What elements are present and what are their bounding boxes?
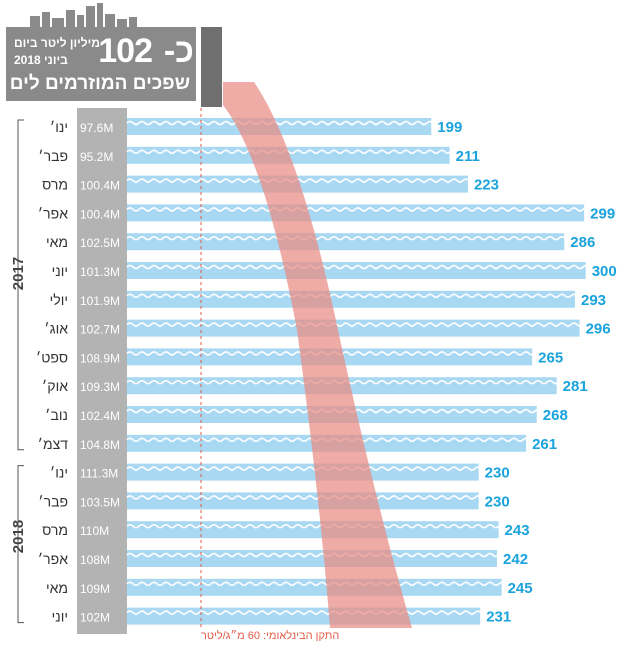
value-label: 281 <box>563 378 588 395</box>
bar-wave <box>126 466 483 471</box>
outfall-pipe <box>201 27 222 107</box>
month-column <box>77 108 127 634</box>
standard-footnote: התקן הבינלאומי: 60 מ״ג/ליטר <box>201 630 340 642</box>
volume-label: 103.5M <box>80 495 120 509</box>
volume-label: 104.8M <box>80 438 120 452</box>
bar <box>127 262 586 279</box>
value-label: 261 <box>532 436 557 453</box>
bar <box>127 319 580 337</box>
value-label: 231 <box>486 609 511 626</box>
header-line1: מיליון ליטר ביום <box>14 36 100 50</box>
bar <box>127 550 498 567</box>
volume-label: 108M <box>80 553 110 567</box>
volume-label: 111.3M <box>80 467 118 481</box>
month-label: יולי <box>50 292 68 308</box>
skyline-icon <box>30 3 137 27</box>
volume-label: 97.6M <box>80 121 113 135</box>
year-brackets <box>17 119 24 624</box>
volume-label: 101.3M <box>80 265 120 279</box>
bar <box>127 290 575 308</box>
month-label: ספט׳ <box>36 349 68 365</box>
month-label: נוב׳ <box>45 407 68 423</box>
value-label: 230 <box>485 493 510 510</box>
bar-wave <box>126 264 591 270</box>
bar <box>127 578 502 596</box>
month-label: יוני <box>52 263 68 279</box>
bar-wave <box>126 581 507 587</box>
volume-label: 102.7M <box>80 323 120 337</box>
header-box: כ- 102 מיליון ליטר ביום ביוני 2018 שפכים… <box>6 27 196 101</box>
header-line3: שפכים המוזרמים לים <box>9 73 190 94</box>
bar-wave <box>126 178 472 183</box>
bar-wave <box>126 293 579 299</box>
value-label: 223 <box>474 177 499 194</box>
volume-label: 102.5M <box>80 236 120 250</box>
volume-label: 109.3M <box>80 380 120 394</box>
bar-wave <box>126 552 498 558</box>
month-label: פבר׳ <box>38 148 68 164</box>
bar <box>127 607 481 625</box>
month-label: דצמ׳ <box>38 436 69 452</box>
month-label: אוג׳ <box>44 321 68 337</box>
bar <box>127 204 585 222</box>
bar <box>127 463 479 481</box>
month-label: פבר׳ <box>38 493 68 509</box>
header-prefix: כ- <box>163 32 194 70</box>
value-label: 199 <box>437 119 462 136</box>
year-bracket <box>17 465 24 624</box>
value-label: 268 <box>543 407 568 424</box>
month-label: מרס <box>42 177 68 193</box>
volume-label: 95.2M <box>80 150 113 164</box>
month-label: אפר׳ <box>38 551 68 567</box>
volume-label: 100.4M <box>80 179 120 193</box>
bar <box>127 521 499 539</box>
bar-wave <box>126 495 483 500</box>
value-label: 265 <box>538 349 563 366</box>
volume-label: 101.9M <box>80 294 120 308</box>
month-label: מאי <box>46 580 68 596</box>
month-label: ינו׳ <box>50 465 68 481</box>
month-label: אוק׳ <box>42 378 68 394</box>
value-label: 230 <box>485 465 510 482</box>
year-label-2017: 2017 <box>10 256 28 291</box>
volume-label: 108.9M <box>80 351 120 365</box>
volume-label: 100.4M <box>80 207 120 221</box>
month-label: מאי <box>46 234 68 250</box>
month-label: אפר׳ <box>38 205 68 221</box>
month-label: מרס <box>42 522 68 538</box>
bar <box>127 492 479 510</box>
month-label: יוני <box>52 609 68 625</box>
value-label: 245 <box>508 580 533 597</box>
bar <box>127 233 565 251</box>
bar-wave <box>126 207 591 212</box>
bar-wave <box>126 523 500 529</box>
labels-group: 199 97.6M ינו׳ 211 95.2M פבר׳ 223 100.4M מרס 299 1… <box>36 119 617 626</box>
bar-wave <box>126 120 435 126</box>
sewage-plume <box>223 82 412 628</box>
volume-label: 102.4M <box>80 409 120 423</box>
bar-wave <box>126 149 451 155</box>
value-label: 286 <box>570 234 595 251</box>
volume-label: 109M <box>80 582 110 596</box>
value-label: 243 <box>505 522 530 539</box>
value-label: 300 <box>592 263 617 280</box>
volume-label: 110M <box>80 524 109 538</box>
value-label: 242 <box>503 551 528 568</box>
year-bracket <box>17 119 24 451</box>
value-label: 211 <box>456 148 480 165</box>
bar-wave <box>126 610 484 615</box>
header-line2: ביוני 2018 <box>14 53 68 67</box>
value-label: 296 <box>586 321 611 338</box>
value-label: 299 <box>590 205 615 222</box>
volume-label: 102M <box>80 611 110 625</box>
month-label: ינו׳ <box>50 119 68 135</box>
year-label-2018: 2018 <box>10 519 28 554</box>
bar-wave <box>126 322 581 327</box>
value-label: 293 <box>581 292 606 309</box>
header-big-number: 102 <box>98 32 153 70</box>
